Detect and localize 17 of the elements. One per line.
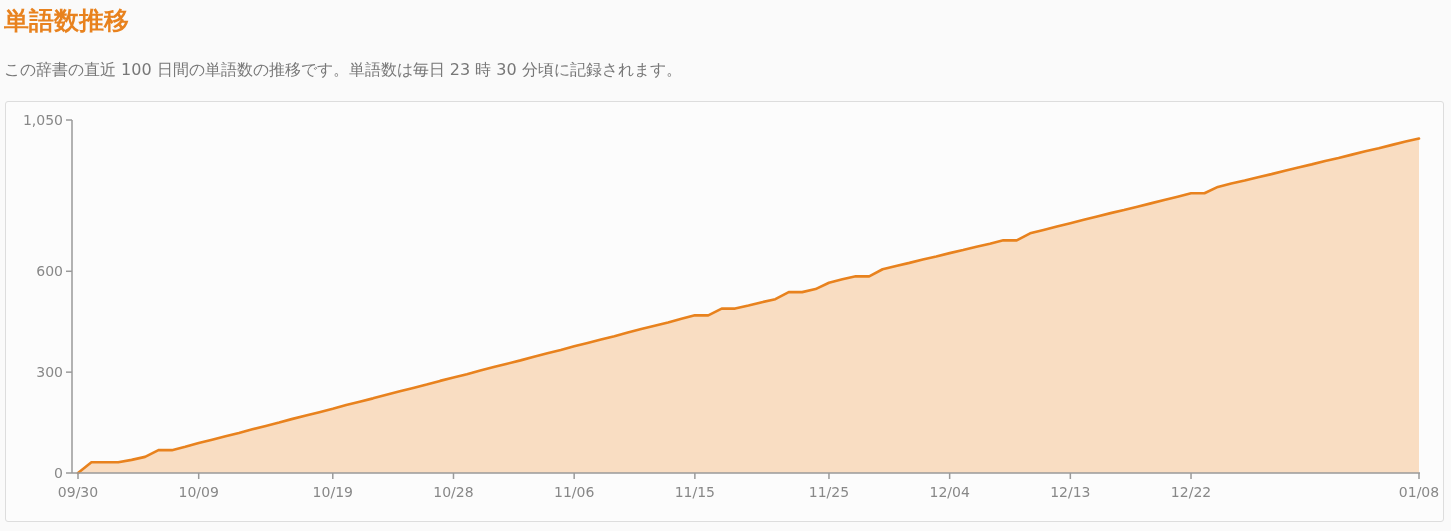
x-tick-label: 09/30 xyxy=(57,484,99,500)
x-tick-label: 10/28 xyxy=(433,484,474,500)
x-tick-label: 01/08 xyxy=(1398,484,1440,500)
chart-subtitle: この辞書の直近 100 日間の単語数の推移です。単語数は毎日 23 時 30 分頃に記録されます。 xyxy=(4,60,682,81)
chart-title: 単語数推移 xyxy=(4,5,129,37)
x-tick-label: 10/09 xyxy=(178,484,219,500)
y-tick-label: 600 xyxy=(36,263,63,280)
y-tick-label: 300 xyxy=(36,364,63,381)
x-tick-label: 11/25 xyxy=(808,484,850,500)
y-tick-label: 0 xyxy=(54,465,63,481)
x-tick-label: 12/13 xyxy=(1050,484,1091,500)
x-tick-label: 11/15 xyxy=(674,484,716,500)
x-tick-label: 10/19 xyxy=(312,484,353,500)
x-tick-label: 11/06 xyxy=(553,484,595,500)
y-tick-label: 1,050 xyxy=(22,112,63,128)
x-tick-label: 12/04 xyxy=(929,484,970,500)
x-tick-label: 12/22 xyxy=(1170,484,1212,500)
